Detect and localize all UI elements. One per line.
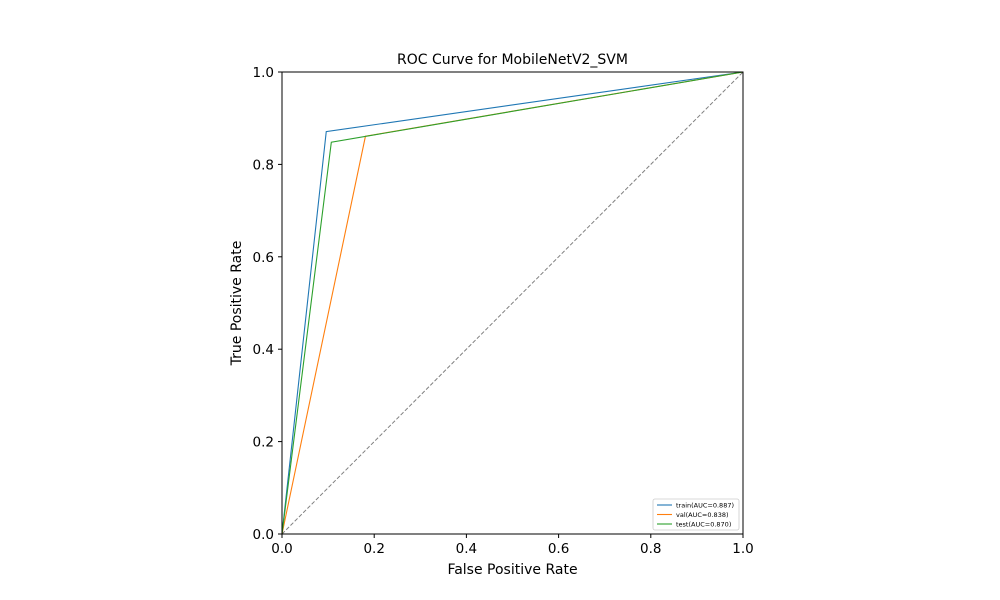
x-tick-label: 0.6 [548, 541, 569, 557]
legend: train(AUC=0.887) val(AUC=0.838)test(AUC=0… [652, 498, 740, 531]
legend-label: val(AUC=0.838) [676, 511, 729, 519]
y-axis: 0.0 0.2 0.4 0.6 0.8 1.0 [253, 65, 282, 543]
y-tick-label: 0.8 [253, 157, 274, 173]
series-line-test [281, 71, 744, 535]
plot-frame [281, 71, 744, 535]
plot-area [281, 71, 744, 535]
chart-title: ROC Curve for MobileNetV2_SVM [397, 52, 628, 68]
x-tick-label: 1.0 [732, 541, 753, 557]
y-tick-label: 1.0 [253, 65, 274, 81]
reference-diagonal-line [281, 71, 744, 535]
y-tick-label: 0.4 [253, 342, 274, 358]
x-tick-label: 0.0 [271, 541, 292, 557]
x-axis-label: False Positive Rate [447, 562, 577, 578]
x-tick-label: 0.2 [363, 541, 384, 557]
legend-label: train(AUC=0.887) [676, 501, 734, 509]
x-tick-label: 0.8 [640, 541, 661, 557]
x-tick-label: 0.4 [456, 541, 477, 557]
y-tick-label: 0.6 [253, 250, 274, 266]
legend-box [652, 498, 740, 531]
y-tick-label: 0.0 [253, 527, 274, 543]
series-line-train [281, 71, 744, 535]
x-axis: 0.0 0.2 0.4 0.6 0.8 1.0 [271, 534, 754, 557]
y-axis-label: True Positive Rate [229, 241, 245, 367]
legend-label: test(AUC=0.870) [676, 520, 731, 528]
y-tick-label: 0.2 [253, 435, 274, 451]
